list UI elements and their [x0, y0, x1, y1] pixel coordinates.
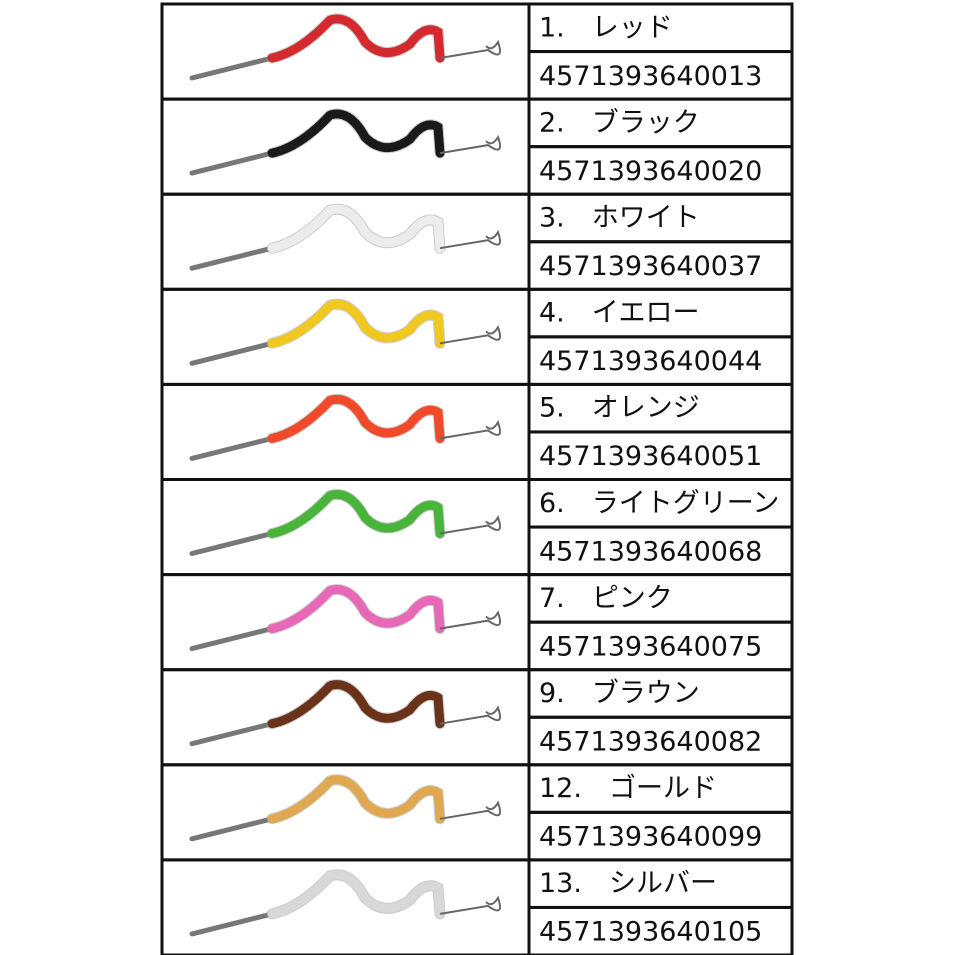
product-image	[189, 203, 501, 271]
coil	[267, 14, 445, 63]
product-code: 4571393640099	[539, 822, 762, 853]
product-name: 9. ブラウン	[539, 678, 700, 709]
product-name: 13. シルバー	[539, 868, 717, 899]
hook	[439, 895, 501, 915]
product-image	[189, 298, 501, 366]
swivel	[189, 340, 275, 366]
hook	[439, 420, 501, 440]
hook	[439, 134, 501, 155]
coil	[267, 204, 445, 253]
product-row: 4. イエロー 4571393640044	[160, 287, 794, 386]
product-row: 13. シルバー 4571393640105	[160, 858, 794, 955]
product-name: 2. ブラック	[539, 107, 700, 138]
coil	[267, 585, 445, 634]
swivel	[189, 150, 275, 176]
coil	[267, 299, 445, 348]
product-code: 4571393640044	[539, 346, 762, 377]
swivel	[189, 721, 275, 747]
swivel	[189, 245, 275, 271]
swivel	[189, 911, 275, 937]
product-image	[189, 679, 501, 747]
product-name: 12. ゴールド	[539, 773, 717, 804]
product-name: 4. イエロー	[539, 298, 700, 329]
hook	[439, 800, 501, 820]
product-image	[189, 489, 501, 556]
product-name: 6. ライトグリーン	[539, 488, 779, 519]
product-image	[189, 393, 501, 461]
product-row: 3. ホワイト 4571393640037	[160, 192, 794, 291]
coil	[267, 394, 445, 443]
product-row: 7. ピンク 4571393640075	[160, 573, 794, 672]
product-row: 6. ライトグリーン 4571393640068	[160, 478, 794, 577]
product-row: 12. ゴールド 4571393640099	[160, 763, 794, 862]
product-code: 4571393640020	[539, 156, 762, 187]
coil	[267, 775, 445, 824]
product-image	[189, 108, 501, 176]
product-code: 4571393640013	[539, 61, 762, 92]
coil	[267, 490, 445, 538]
hook	[439, 229, 501, 250]
product-row: 5. オレンジ 4571393640051	[160, 382, 794, 482]
product-row: 2. ブラック 4571393640020	[160, 97, 794, 196]
hook	[439, 324, 501, 345]
product-row: 9. ブラウン 4571393640082	[160, 668, 794, 767]
product-image	[189, 13, 501, 81]
product-image	[189, 869, 501, 937]
product-name: 5. オレンジ	[539, 393, 700, 424]
swivel	[189, 55, 275, 81]
product-name: 3. ホワイト	[539, 202, 700, 233]
product-name: 7. ピンク	[539, 583, 673, 614]
hook	[439, 610, 501, 630]
coil	[267, 870, 445, 919]
swivel	[189, 531, 275, 556]
product-image	[189, 584, 501, 652]
coil	[267, 680, 445, 729]
product-code: 4571393640051	[539, 441, 762, 472]
product-code: 4571393640075	[539, 631, 762, 662]
hook	[439, 705, 501, 725]
product-name: 1. レッド	[539, 12, 673, 43]
swivel	[189, 626, 275, 652]
product-code: 4571393640068	[539, 536, 762, 567]
swivel	[189, 435, 275, 461]
hook	[439, 515, 501, 535]
code-cell	[527, 905, 794, 955]
product-row: 1. レッド 4571393640013	[160, 2, 794, 101]
product-image	[189, 774, 501, 842]
product-code: 4571393640037	[539, 251, 762, 282]
product-code: 4571393640082	[539, 727, 762, 758]
coil	[267, 109, 445, 158]
hook	[439, 39, 501, 59]
swivel	[189, 816, 275, 842]
product-code: 4571393640105	[539, 917, 762, 948]
